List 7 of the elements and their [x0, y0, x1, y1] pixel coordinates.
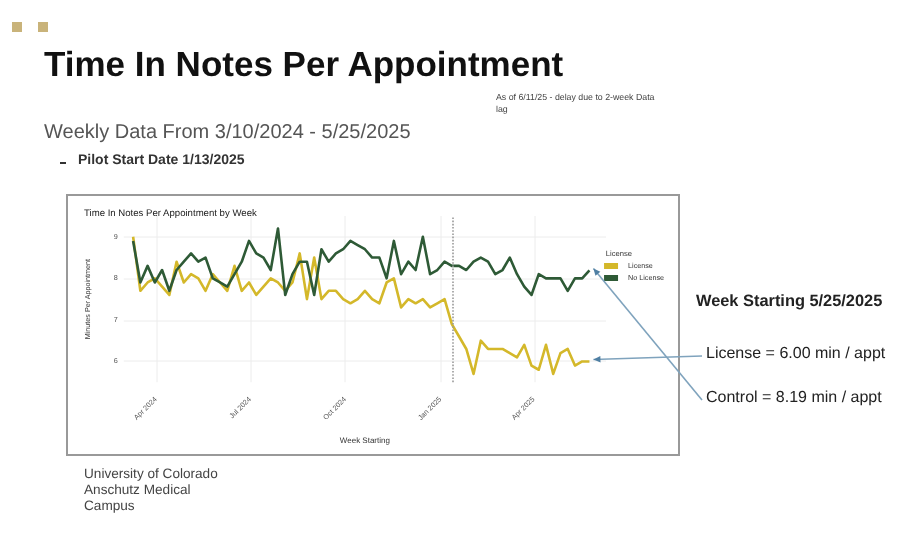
text: Time In Notes Per Appointment — [44, 44, 564, 86]
line-series — [131, 227, 591, 297]
annotation: License = 6.00 min / appt — [706, 344, 886, 362]
line-series — [131, 235, 591, 376]
text: Weekly Data From 3/10/2024 - 5/25/2025 — [44, 122, 411, 144]
annotation: Control = 8.19 min / appt — [706, 388, 882, 406]
text: Week Starting 5/25/2025 — [696, 292, 883, 310]
